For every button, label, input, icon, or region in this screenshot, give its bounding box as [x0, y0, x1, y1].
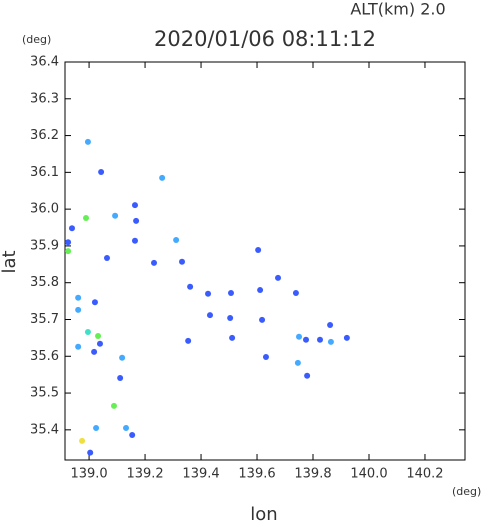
echo-point: [129, 431, 136, 438]
echo-point: [327, 338, 334, 345]
echo-point: [84, 328, 91, 335]
y-tick-label: 36.0: [30, 202, 59, 217]
echo-point: [68, 225, 75, 232]
x-axis-label: lon: [250, 504, 277, 521]
echo-point: [131, 202, 138, 209]
echo-point: [159, 174, 166, 181]
echo-point: [112, 212, 119, 219]
echo-point: [79, 437, 86, 444]
echo-point: [275, 274, 282, 281]
echo-point: [123, 424, 130, 431]
echo-point: [133, 217, 140, 224]
echo-point: [96, 340, 103, 347]
x-tick-label: 139.6: [238, 467, 275, 482]
echo-point: [119, 354, 126, 361]
y-tick-label: 35.8: [30, 275, 59, 290]
y-tick-label: 36.3: [30, 91, 59, 106]
echo-point: [206, 312, 213, 319]
echo-point: [65, 239, 72, 246]
plot-frame: [64, 61, 466, 461]
echo-point: [151, 259, 158, 266]
chart-title: 2020/01/06 08:11:12: [154, 27, 376, 51]
echo-point: [187, 283, 194, 290]
x-unit: (deg): [452, 485, 481, 498]
echo-point: [110, 402, 117, 409]
echo-point: [262, 354, 269, 361]
x-tick-label: 139.0: [70, 467, 107, 482]
echo-point: [103, 255, 110, 262]
echo-point: [227, 290, 234, 297]
echo-point: [117, 374, 124, 381]
x-tick-label: 139.4: [182, 467, 219, 482]
y-tick-label: 36.2: [30, 128, 59, 143]
x-tick-label: 140.0: [350, 467, 387, 482]
echo-point: [255, 246, 262, 253]
echo-point: [257, 287, 264, 294]
y-axis-label: lat: [0, 250, 20, 273]
echo-point: [75, 306, 82, 313]
echo-point: [87, 449, 94, 456]
y-tick-label: 36.1: [30, 165, 59, 180]
echo-point: [131, 237, 138, 244]
echo-point: [185, 337, 192, 344]
echo-point: [227, 315, 234, 322]
y-tick-label: 36.4: [30, 55, 59, 70]
x-tick-label: 139.8: [294, 467, 331, 482]
echo-point: [327, 322, 334, 329]
annotation: ALT(km) 2.0: [350, 0, 445, 19]
x-tick-label: 139.2: [126, 467, 163, 482]
echo-point: [292, 290, 299, 297]
echo-point: [343, 334, 350, 341]
echo-point: [93, 424, 100, 431]
echo-point: [205, 290, 212, 297]
echo-point: [259, 316, 266, 323]
echo-point: [75, 294, 82, 301]
echo-point: [98, 168, 105, 175]
echo-point: [304, 372, 311, 379]
echo-point: [179, 258, 186, 265]
echo-point: [75, 343, 82, 350]
echo-point: [91, 299, 98, 306]
echo-point: [95, 333, 102, 340]
echo-point: [317, 336, 324, 343]
y-tick-label: 35.6: [30, 349, 59, 364]
x-tick-label: 140.2: [406, 467, 443, 482]
echo-point: [294, 359, 301, 366]
echo-point: [91, 348, 98, 355]
y-tick-label: 35.9: [30, 238, 59, 253]
echo-point: [303, 336, 310, 343]
echo-point: [84, 138, 91, 145]
echo-point: [173, 237, 180, 244]
echo-point: [82, 214, 89, 221]
echo-point: [296, 333, 303, 340]
echo-point: [229, 334, 236, 341]
echo-point: [65, 248, 72, 255]
y-tick-label: 35.5: [30, 386, 59, 401]
y-unit: (deg): [22, 33, 51, 46]
y-tick-label: 35.7: [30, 312, 59, 327]
y-tick-label: 35.4: [30, 422, 59, 437]
